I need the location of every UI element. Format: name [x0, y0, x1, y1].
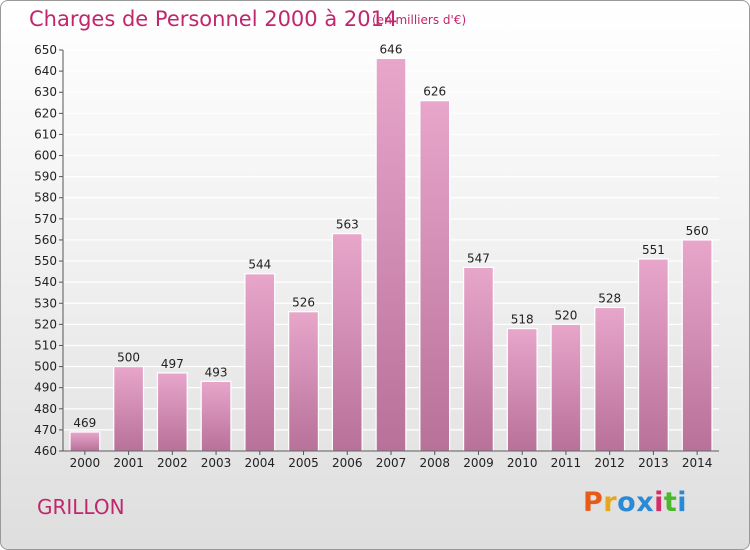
y-tick-label: 630 — [34, 85, 57, 99]
x-tick-label: 2011 — [551, 456, 582, 470]
bar-value-label: 469 — [73, 416, 96, 430]
x-tick-label: 2014 — [682, 456, 713, 470]
y-tick-label: 610 — [34, 127, 57, 141]
bar-value-label: 626 — [423, 85, 446, 99]
y-tick-label: 540 — [34, 275, 57, 289]
y-tick-label: 640 — [34, 64, 57, 78]
logo-letter: o — [617, 487, 637, 518]
logo-letter: P — [583, 487, 604, 518]
bar — [113, 365, 145, 452]
bar — [331, 233, 363, 452]
bar — [550, 323, 582, 452]
x-tick-label: 2004 — [245, 456, 276, 470]
bar — [375, 57, 407, 452]
x-tick-label: 2006 — [332, 456, 363, 470]
axes: 460 470 480 490 500 510 520 530 540 550 560 570 580 5… — [34, 43, 719, 470]
bar-value-label: 551 — [642, 243, 665, 257]
bar — [462, 266, 494, 452]
x-tick-label: 2005 — [288, 456, 319, 470]
y-tick-label: 510 — [34, 338, 57, 352]
bar-value-label: 500 — [117, 351, 140, 365]
bar — [69, 431, 101, 452]
bar-value-label: 520 — [554, 308, 577, 322]
logo-letter: r — [603, 487, 618, 518]
logo-letter: i — [677, 487, 688, 518]
bar — [244, 273, 276, 452]
x-tick-label: 2000 — [70, 456, 101, 470]
x-tick-label: 2013 — [638, 456, 669, 470]
bar — [200, 380, 232, 452]
bar — [419, 100, 451, 452]
logo-letter: t — [663, 487, 678, 518]
bar-value-label: 528 — [598, 291, 621, 305]
y-tick-label: 560 — [34, 233, 57, 247]
bar — [637, 258, 669, 452]
bar — [594, 306, 626, 452]
x-tick-label: 2007 — [376, 456, 407, 470]
bar-value-label: 560 — [686, 224, 709, 238]
y-tick-label: 530 — [34, 296, 57, 310]
logo-letter: i — [654, 487, 664, 518]
y-tick-label: 570 — [34, 212, 57, 226]
y-tick-label: 470 — [34, 423, 57, 437]
bar — [506, 327, 538, 452]
bar — [156, 372, 188, 452]
commune-name: GRILLON — [37, 495, 125, 519]
bar-value-label: 493 — [205, 365, 228, 379]
x-tick-label: 2009 — [463, 456, 494, 470]
bar — [681, 239, 713, 452]
x-tick-label: 2008 — [419, 456, 450, 470]
y-tick-label: 550 — [34, 254, 57, 268]
x-tick-label: 2002 — [157, 456, 188, 470]
bars: 469 500 497 493 544 526 563 646 626 547 518 520 528 5… — [69, 42, 713, 452]
x-tick-label: 2003 — [201, 456, 232, 470]
bar — [288, 311, 320, 452]
y-tick-label: 490 — [34, 381, 57, 395]
x-tick-label: 2010 — [507, 456, 538, 470]
bar-value-label: 646 — [380, 42, 403, 56]
y-tick-label: 620 — [34, 106, 57, 120]
bar-value-label: 518 — [511, 313, 534, 327]
y-tick-label: 480 — [34, 402, 57, 416]
bar-value-label: 563 — [336, 218, 359, 232]
chart-title: Charges de Personnel 2000 à 2014 — [29, 7, 398, 31]
x-tick-label: 2012 — [594, 456, 625, 470]
bar-value-label: 547 — [467, 251, 490, 265]
chart-subtitle: (en milliers d'€) — [372, 13, 467, 27]
y-tick-label: 600 — [34, 149, 57, 163]
y-tick-label: 520 — [34, 317, 57, 331]
y-tick-label: 650 — [34, 43, 57, 57]
bar-value-label: 526 — [292, 296, 315, 310]
bar-value-label: 544 — [248, 258, 271, 272]
y-tick-label: 460 — [34, 444, 57, 458]
x-tick-label: 2001 — [113, 456, 144, 470]
proxiti-logo[interactable]: Proxiti — [583, 487, 687, 518]
y-tick-label: 500 — [34, 360, 57, 374]
y-tick-label: 590 — [34, 170, 57, 184]
y-tick-label: 580 — [34, 191, 57, 205]
bar-value-label: 497 — [161, 357, 184, 371]
logo-letter: x — [636, 487, 655, 518]
